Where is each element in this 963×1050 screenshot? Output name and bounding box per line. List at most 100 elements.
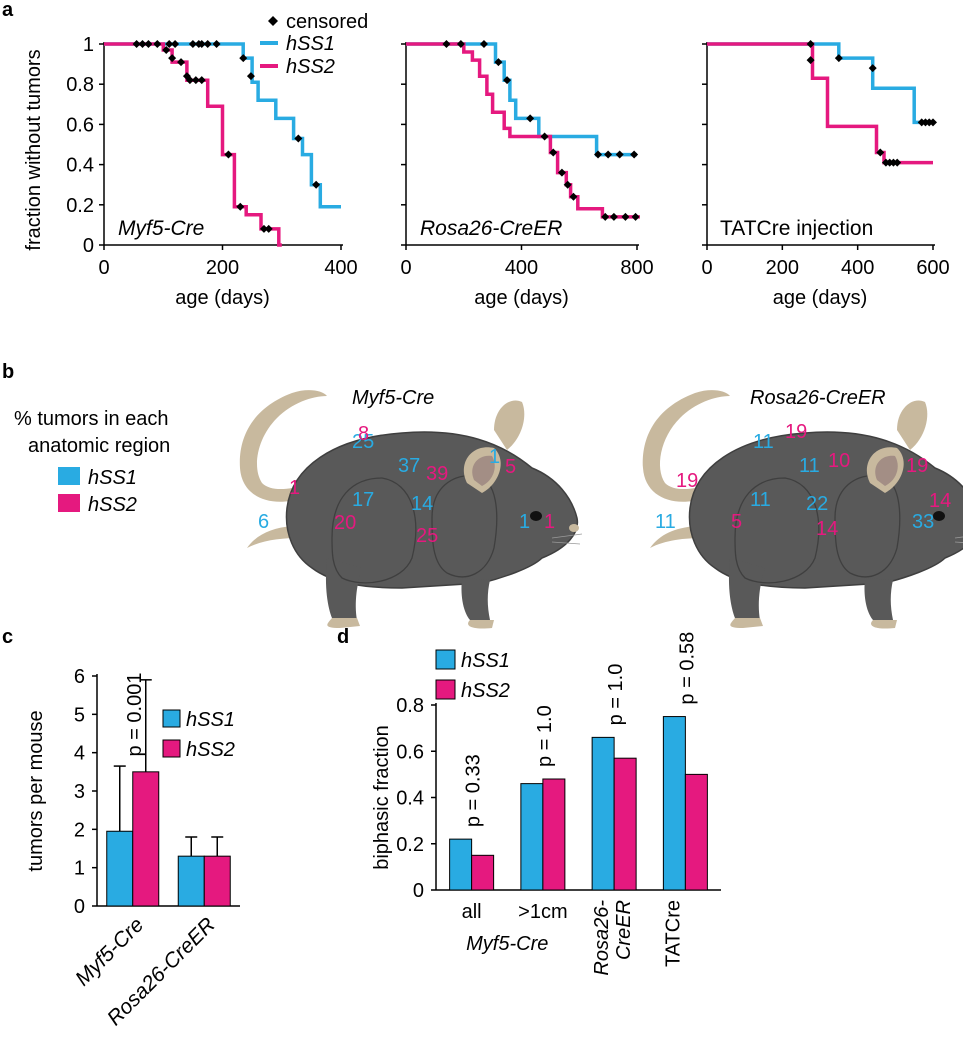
myf5-pct-hindlimb-hSS1: 17 bbox=[352, 489, 374, 511]
censored-mark bbox=[526, 114, 535, 123]
survival-plot-title: Rosa26-CreER bbox=[420, 217, 562, 240]
d-y-tick-label: 0.4 bbox=[396, 788, 424, 810]
censored-marker-legend bbox=[268, 16, 278, 26]
censored-mark bbox=[197, 76, 206, 85]
rosa26-pct-hindlimb-hSS2: 5 bbox=[731, 511, 742, 533]
x-tick-label: 200 bbox=[206, 257, 239, 279]
censored-mark bbox=[621, 212, 630, 221]
x-tick-label: 200 bbox=[766, 257, 799, 279]
panel-label-c: c bbox=[2, 626, 13, 648]
c-y-tick-label: 2 bbox=[74, 819, 85, 841]
censored-mark bbox=[162, 46, 171, 55]
legend-hSS2: hSS2 bbox=[286, 56, 335, 78]
mouse-rosa26-title: Rosa26-CreER bbox=[750, 387, 886, 409]
rosa26-pct-tail-hSS1: 11 bbox=[655, 511, 676, 533]
censored-mark bbox=[631, 212, 640, 221]
myf5-pct-snout-hSS2: 1 bbox=[544, 511, 555, 533]
rosa26-pct-snout-hSS2: 14 bbox=[929, 490, 951, 512]
censored-mark bbox=[601, 212, 610, 221]
d-legend-swatch-hSS1 bbox=[435, 649, 456, 670]
d-bar-hSS1 bbox=[591, 736, 615, 891]
censored-mark bbox=[479, 40, 488, 48]
c-bar-hSS2 bbox=[203, 855, 231, 907]
c-legend-swatch-hSS2 bbox=[162, 739, 181, 758]
x-tick-label: 400 bbox=[841, 257, 874, 279]
censored-mark bbox=[503, 76, 512, 85]
censored-mark bbox=[165, 40, 174, 48]
x-tick-label: 800 bbox=[620, 257, 653, 279]
anatomic-legend-hSS2: hSS2 bbox=[88, 494, 137, 516]
censored-mark bbox=[224, 150, 233, 159]
d-bar-hSS1 bbox=[449, 838, 473, 891]
rosa26-pct-head-hSS2: 19 bbox=[906, 455, 928, 477]
c-y-tick-label: 0 bbox=[74, 896, 85, 918]
rosa26-pct-shoulder-hSS2: 10 bbox=[828, 450, 850, 472]
censored-mark bbox=[834, 54, 843, 63]
rosa26-pct-hindlimb-hSS1: 11 bbox=[750, 489, 771, 511]
biphasic-fraction-chart: biphasic fraction 0 0.2 0.4 0.6 0.8 p = 0.33 al… bbox=[371, 632, 721, 976]
censored-mark bbox=[557, 168, 566, 177]
censored-mark bbox=[203, 40, 212, 48]
myf5-pct-tail-hSS1: 6 bbox=[258, 511, 269, 533]
censored-mark bbox=[197, 40, 206, 48]
myf5-pct-head-hSS2: 5 bbox=[505, 456, 516, 478]
c-p-value: p = 0.001 bbox=[124, 673, 146, 757]
rosa26-pct-forelimb-hSS1: 22 bbox=[806, 493, 828, 515]
censored-mark bbox=[540, 132, 549, 141]
c-y-axis-label: tumors per mouse bbox=[25, 710, 47, 871]
tumors-per-mouse-chart: tumors per mouse0123456Myf5-CreRosa26-Cr… bbox=[25, 666, 240, 1030]
d-bar-hSS2 bbox=[542, 778, 566, 891]
survival-curve-hSS2 bbox=[104, 42, 282, 247]
c-bar-hSS1 bbox=[177, 855, 205, 907]
rosa26-pct-back-hSS1: 11 bbox=[753, 431, 774, 453]
censored-mark bbox=[494, 58, 503, 67]
d-y-axis-label: biphasic fraction bbox=[371, 725, 393, 870]
censored-mark bbox=[246, 72, 255, 81]
censored-mark bbox=[212, 40, 221, 48]
d-y-tick-label: 0.6 bbox=[396, 741, 424, 763]
c-legend-hSS1: hSS1 bbox=[186, 709, 235, 731]
myf5-pct-head-hSS1: 1 bbox=[489, 446, 500, 468]
censored-mark bbox=[868, 64, 877, 73]
survival-plot-rosa26: 0 400 800 age (days) Rosa26-CreER bbox=[400, 40, 654, 309]
d-y-tick-label: 0.8 bbox=[396, 695, 424, 717]
censored-mark bbox=[132, 40, 141, 48]
censored-mark bbox=[168, 54, 177, 63]
x-tick-label: 0 bbox=[98, 257, 109, 279]
myf5-pct-shoulder-hSS1: 37 bbox=[398, 455, 420, 477]
censored-mark bbox=[171, 40, 180, 48]
d-bar-hSS2 bbox=[471, 854, 495, 891]
panel-label-b: b bbox=[2, 361, 14, 383]
survival-y-axis-label: fraction without tumors bbox=[23, 49, 45, 250]
censored-mark bbox=[177, 58, 186, 67]
censored-mark bbox=[609, 212, 618, 221]
c-legend-hSS2: hSS2 bbox=[186, 739, 235, 761]
anatomic-legend-hSS1: hSS1 bbox=[88, 467, 137, 489]
rosa26-pct-snout-hSS1: 33 bbox=[912, 511, 934, 533]
anatomic-legend: % tumors in each anatomic region hSS1 hS… bbox=[14, 408, 170, 516]
myf5-pct-snout-hSS1: 1 bbox=[519, 511, 530, 533]
survival-curve-hSS2 bbox=[406, 42, 640, 219]
d-category-label: all bbox=[462, 901, 482, 923]
d-bar-hSS2 bbox=[684, 773, 708, 891]
legend-censored: censored bbox=[286, 11, 368, 33]
d-category-label: Rosa26- bbox=[591, 900, 613, 976]
censored-mark bbox=[264, 224, 273, 233]
censored-mark bbox=[312, 180, 321, 189]
survival-curve-hSS2 bbox=[707, 42, 933, 165]
myf5-pct-forelimb-hSS1: 14 bbox=[411, 493, 433, 515]
censored-mark bbox=[294, 134, 303, 143]
censored-mark bbox=[563, 180, 572, 189]
survival-panel: fraction without tumors censored hSS1 hS… bbox=[23, 11, 950, 309]
c-y-tick-label: 3 bbox=[74, 781, 85, 803]
anatomic-legend-title-2: anatomic region bbox=[28, 435, 170, 457]
censored-mark bbox=[144, 40, 153, 48]
x-tick-label: 600 bbox=[916, 257, 949, 279]
censored-mark bbox=[594, 150, 603, 159]
censored-mark bbox=[806, 40, 815, 48]
mouse-myf5-title: Myf5-Cre bbox=[352, 387, 434, 409]
myf5-pct-back-hSS2: 8 bbox=[358, 423, 369, 445]
censored-mark bbox=[806, 56, 815, 65]
